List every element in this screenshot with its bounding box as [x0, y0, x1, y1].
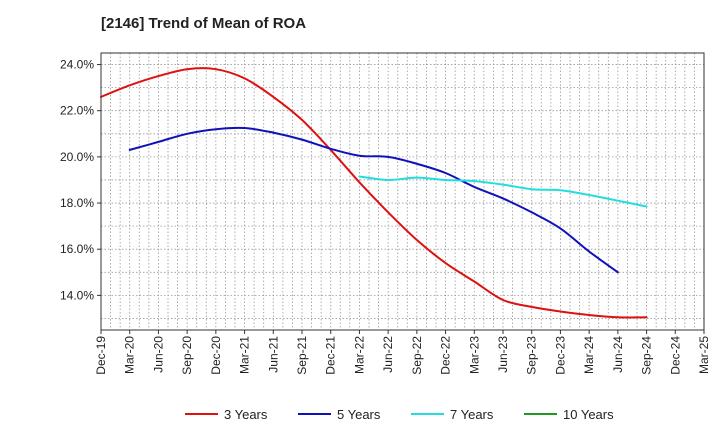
series-line-3-years	[100, 67, 648, 319]
x-tick-label: Dec-20	[209, 336, 223, 375]
x-tick-label: Dec-21	[324, 336, 338, 375]
legend-label: 7 Years	[450, 407, 494, 422]
x-tick-label: Jun-23	[496, 336, 510, 373]
grid-layer	[101, 53, 704, 330]
x-tick-label: Jun-22	[381, 336, 395, 373]
x-tick-label: Jun-24	[611, 336, 625, 373]
y-tick-label: 16.0%	[60, 242, 94, 256]
x-tick-label: Mar-21	[238, 336, 252, 374]
x-tick-label: Mar-20	[123, 336, 137, 374]
x-tick-label: Dec-24	[668, 336, 682, 375]
x-tick-label: Dec-19	[94, 336, 108, 375]
y-tick-label: 22.0%	[60, 104, 94, 118]
y-axis-ticks: 14.0% 16.0% 18.0% 20.0% 22.0% 24.0%	[60, 58, 101, 302]
x-tick-label: Mar-22	[352, 336, 366, 374]
legend-label: 3 Years	[224, 407, 268, 422]
x-tick-label: Sep-23	[525, 336, 539, 375]
y-tick-label: 24.0%	[60, 58, 94, 72]
x-tick-label: Dec-22	[439, 336, 453, 375]
y-tick-label: 18.0%	[60, 196, 94, 210]
series-line-5-years	[128, 126, 619, 274]
x-axis-ticks: Dec-19 Mar-20 Jun-20 Sep-20 Dec-20 Mar-21 Jun-…	[94, 330, 711, 375]
x-tick-label: Jun-21	[266, 336, 280, 373]
plot-frame	[100, 52, 705, 331]
y-tick-label: 14.0%	[60, 288, 94, 302]
x-tick-label: Sep-21	[295, 336, 309, 375]
legend: 3 Years 5 Years 7 Years 10 Years	[185, 407, 614, 422]
legend-label: 10 Years	[563, 407, 614, 422]
x-tick-label: Sep-20	[180, 336, 194, 375]
legend-label: 5 Years	[337, 407, 381, 422]
x-tick-label: Sep-22	[410, 336, 424, 375]
x-tick-label: Dec-23	[553, 336, 567, 375]
y-tick-label: 20.0%	[60, 150, 94, 164]
x-tick-label: Sep-24	[640, 336, 654, 375]
x-tick-label: Mar-25	[697, 336, 711, 374]
chart-title: [2146] Trend of Mean of ROA	[101, 15, 306, 32]
x-tick-label: Jun-20	[151, 336, 165, 373]
series-line-7-years	[358, 175, 648, 208]
series-layer	[100, 67, 648, 319]
x-tick-label: Mar-24	[582, 336, 596, 374]
x-tick-label: Mar-23	[467, 336, 481, 374]
